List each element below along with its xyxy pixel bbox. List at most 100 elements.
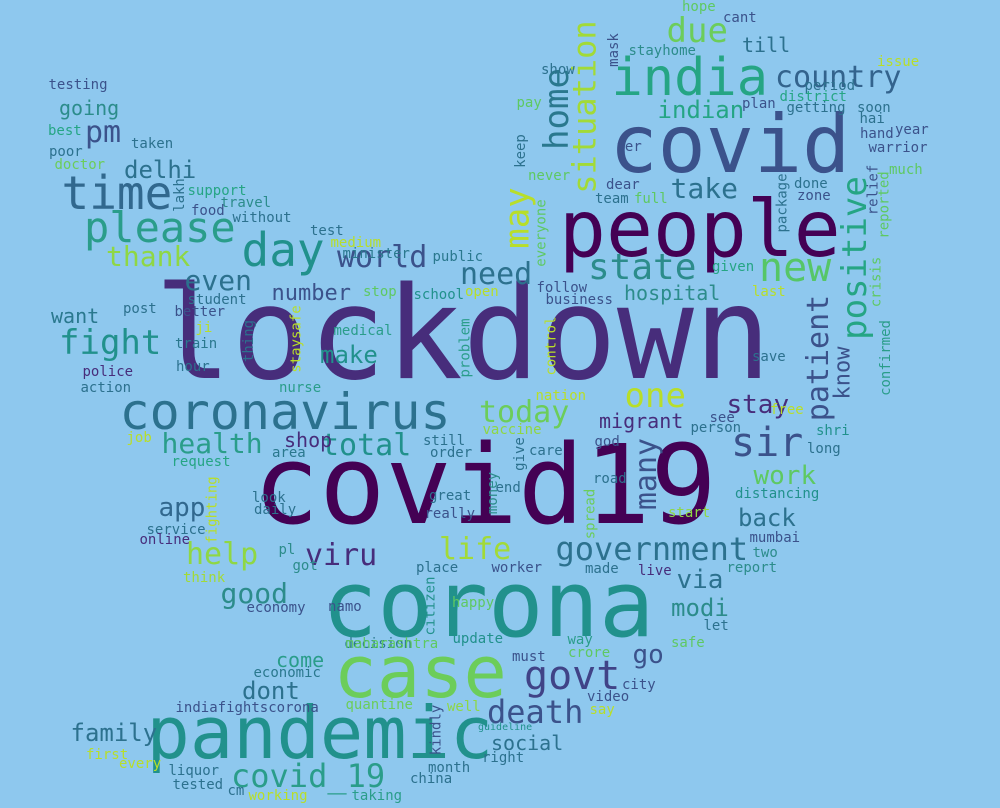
word-shri: shri: [816, 423, 850, 439]
word-government: government: [555, 530, 749, 568]
word-travel: travel: [220, 195, 272, 211]
word-thing: thing: [241, 319, 258, 363]
word-shop: shop: [284, 428, 333, 452]
word-china: china: [410, 771, 453, 787]
word-two: two: [752, 545, 778, 561]
word-family: family: [70, 719, 158, 747]
word-app: app: [158, 493, 206, 523]
word-distancing: distancing: [735, 486, 820, 502]
word-kindly: kindly: [427, 704, 444, 756]
word-soon: soon: [857, 100, 891, 116]
word-lakh: lakh: [171, 178, 188, 212]
word-better: better: [174, 304, 226, 320]
word-online: online: [139, 532, 191, 548]
word-god: god: [594, 434, 620, 450]
word-reported: reported: [876, 171, 893, 239]
word-school: school: [413, 287, 465, 303]
word-citizen: citizen: [422, 576, 439, 636]
word-made: made: [585, 561, 619, 577]
word-taking: taking: [351, 788, 403, 804]
word-update: update: [452, 631, 504, 647]
word-stayhome: stayhome: [628, 43, 696, 59]
word-problem: problem: [457, 318, 474, 378]
word-indiafightscorona: indiafightscorona: [175, 700, 319, 716]
word-got: got: [292, 558, 318, 574]
word-make: make: [320, 341, 378, 369]
word-show: show: [541, 62, 575, 78]
word-job: job: [126, 430, 152, 446]
word-hour: hour: [176, 359, 210, 375]
word-liquor: liquor: [168, 763, 220, 779]
word-plan: plan: [742, 96, 776, 112]
word-may: may: [497, 187, 538, 249]
word-place: place: [416, 560, 459, 576]
word-say: say: [589, 702, 615, 718]
word-give: give: [511, 437, 528, 471]
word-testing: testing: [48, 77, 108, 93]
word-good: good: [220, 577, 288, 610]
word-day: day: [241, 223, 325, 277]
word-back: back: [738, 504, 796, 532]
word-number: number: [271, 281, 351, 306]
word-support: support: [187, 183, 247, 199]
word-decision: decision: [344, 636, 412, 652]
word-take: take: [670, 172, 738, 205]
word-let: let: [703, 618, 729, 634]
word-really: really: [424, 506, 476, 522]
word-taken: taken: [131, 136, 174, 152]
word-everyone: everyone: [533, 199, 550, 267]
word-migrant: migrant: [599, 409, 684, 433]
word-care: care: [529, 443, 563, 459]
word-case: case: [333, 630, 507, 714]
word-start: start: [668, 505, 711, 521]
word-doctor: doctor: [54, 157, 106, 173]
word-lockdown: lockdown: [154, 260, 772, 409]
word-guideline: guideline: [478, 722, 533, 733]
word-cm: cm: [227, 783, 245, 799]
word-daily: daily: [254, 502, 297, 518]
word-covid: covid: [609, 98, 851, 191]
word-spread: spread: [581, 488, 598, 540]
word-even: even: [184, 264, 252, 297]
word-mask: mask: [605, 33, 622, 67]
word-pl: pl: [278, 542, 296, 558]
word-economy: economy: [246, 600, 306, 616]
word-business: business: [545, 292, 613, 308]
word-time: time: [61, 166, 173, 220]
word-life: life: [439, 532, 512, 567]
word-package: package: [774, 173, 791, 233]
word-delhi: delhi: [124, 156, 197, 184]
word-covid19: covid19: [253, 421, 717, 549]
word-pay: pay: [516, 95, 542, 111]
word-action: action: [80, 380, 132, 396]
word-india: india: [611, 48, 769, 108]
word-save: save: [752, 349, 786, 365]
word-district: district: [779, 89, 847, 105]
word-free: free: [770, 402, 804, 418]
word-done: done: [794, 176, 828, 192]
word-dont: dont: [242, 677, 300, 705]
word-maharashtra: maharashtra: [345, 636, 439, 652]
word-warrior: warrior: [868, 140, 928, 156]
word-till: till: [742, 33, 791, 57]
word-vaccine: vaccine: [482, 422, 542, 438]
word-period: period: [804, 78, 856, 94]
word-look: look: [252, 490, 286, 506]
word-hand: hand: [860, 126, 894, 142]
word-fight: fight: [59, 323, 162, 363]
word-country: country: [775, 60, 902, 95]
word-video: video: [587, 689, 630, 705]
word-way: way: [567, 632, 593, 648]
word-road: road: [593, 471, 627, 487]
word-modi: modi: [671, 594, 729, 622]
word-economic: economic: [253, 665, 321, 681]
word-food: food: [191, 203, 225, 219]
word-know: know: [829, 346, 855, 400]
word-train: train: [175, 336, 218, 352]
word-people: people: [559, 185, 841, 275]
word-work: work: [753, 461, 817, 491]
word-safe: safe: [671, 635, 705, 651]
word-area: area: [272, 445, 306, 461]
word-great: great: [429, 488, 472, 504]
word-keep: keep: [512, 134, 529, 168]
